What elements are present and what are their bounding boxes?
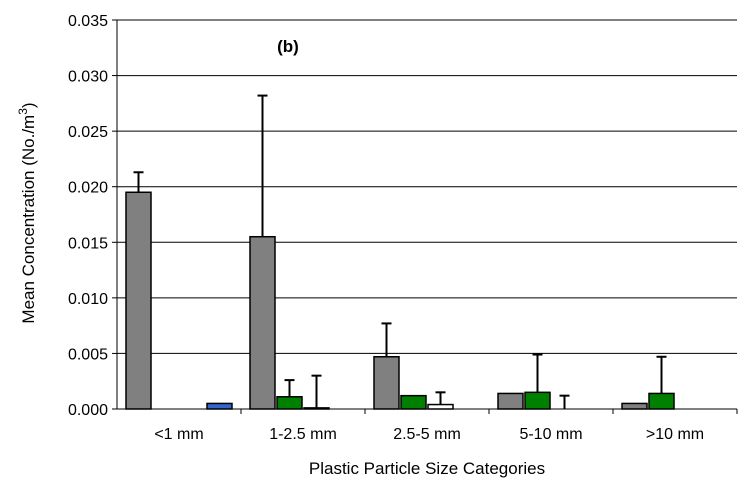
y-tick-label: 0.030 — [68, 69, 108, 86]
x-tick-label: >10 mm — [646, 426, 704, 443]
y-tick-label: 0.020 — [68, 180, 108, 197]
y-axis-title: Mean Concentration (No./m3) — [16, 102, 38, 323]
bar — [206, 402, 233, 410]
y-tick-label: 0.000 — [68, 402, 108, 419]
axes — [112, 19, 738, 414]
y-tick-label: 0.015 — [68, 235, 108, 252]
bar — [373, 356, 400, 410]
x-tick-label: <1 mm — [154, 426, 203, 443]
bar — [621, 402, 648, 410]
x-tick-label: 2.5-5 mm — [393, 426, 461, 443]
bar — [497, 392, 524, 410]
y-tick-labels: 0.000 0.005 0.010 0.015 0.020 0.025 0.030 0.035 — [68, 13, 108, 419]
bar — [400, 394, 427, 410]
y-axis-title-superscript: 3 — [16, 108, 30, 115]
bar — [249, 235, 276, 410]
panel-label: (b) — [277, 37, 299, 56]
gridlines — [117, 19, 737, 354]
bar — [524, 391, 551, 410]
y-axis-title-text: Mean Concentration (No./m — [19, 115, 38, 324]
bar-series — [125, 191, 675, 410]
bar — [276, 396, 303, 410]
x-axis-title: Plastic Particle Size Categories — [309, 459, 545, 478]
y-tick-label: 0.010 — [68, 291, 108, 308]
bar — [125, 191, 152, 410]
y-axis-title-suffix: ) — [19, 102, 38, 108]
x-tick-label: 5-10 mm — [519, 426, 582, 443]
x-tick-labels: <1 mm 1-2.5 mm 2.5-5 mm 5-10 mm >10 mm — [154, 426, 704, 443]
x-tick-label: 1-2.5 mm — [269, 426, 337, 443]
error-bars — [133, 94, 667, 409]
y-tick-label: 0.035 — [68, 13, 108, 30]
y-tick-label: 0.025 — [68, 124, 108, 141]
y-tick-label: 0.005 — [68, 346, 108, 363]
bar — [648, 392, 675, 410]
bar — [427, 403, 454, 410]
